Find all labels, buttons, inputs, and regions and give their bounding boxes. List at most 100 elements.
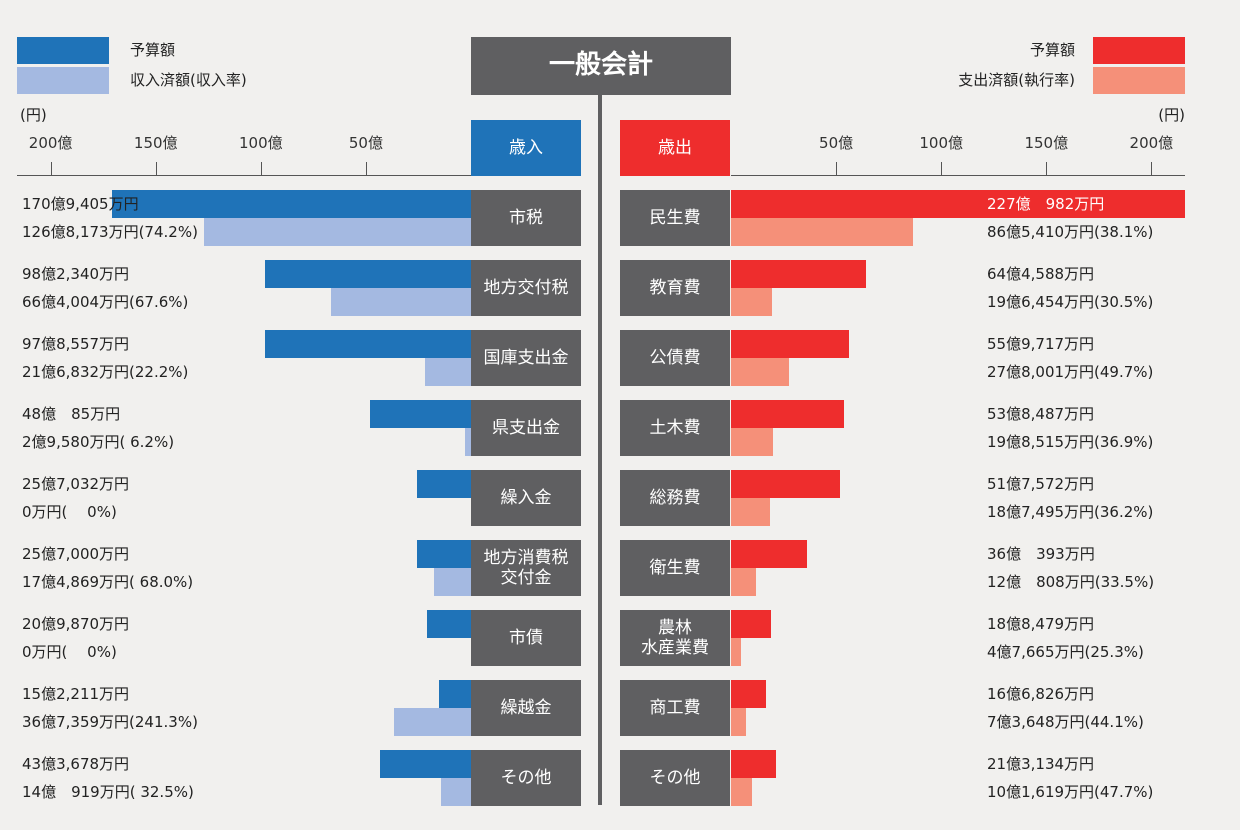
category-label: 農林 水産業費 [620,610,730,666]
bar [731,568,757,596]
x-tick-label: 100億 [919,134,963,152]
value-label: 4億7,665万円(25.3%) [987,643,1144,661]
bar [731,708,747,736]
x-tick-label: 150億 [1024,134,1069,152]
tick-mark [941,162,943,176]
bar [731,428,773,456]
bar [331,288,471,316]
bar [731,358,790,386]
bar [731,288,773,316]
category-label: 民生費 [620,190,730,246]
category-label: 教育費 [620,260,730,316]
x-tick-label: 150億 [133,134,178,152]
value-label: 14億 919万円( 32.5%) [22,783,194,801]
value-label: 20億9,870万円 [22,615,130,633]
value-label: 0万円( 0%) [22,503,117,521]
bar [111,190,471,218]
bar [464,428,471,456]
legend-label: 収入済額(収入率) [130,71,247,89]
value-label: 0万円( 0%) [22,643,117,661]
tick-mark [260,162,262,176]
bar [416,540,471,568]
bar [370,400,471,428]
bar [393,708,471,736]
bar [204,218,471,246]
x-tick-label: 200億 [28,134,73,152]
tick-mark [155,162,157,176]
x-tick-label: 100億 [238,134,283,152]
bar [731,680,767,708]
unit-label: (円) [1158,106,1185,124]
value-label: 55億9,717万円 [987,335,1095,353]
category-label: 土木費 [620,400,730,456]
value-label: 17億4,869万円( 68.0%) [22,573,194,591]
category-label: 市債 [471,610,581,666]
title: 一般会計 [471,37,731,95]
value-label: 25億7,032万円 [22,475,130,493]
value-label: 227億 982万円 [987,195,1105,213]
divider [598,95,602,805]
value-label: 51億7,572万円 [987,475,1095,493]
category-label: 県支出金 [471,400,581,456]
x-tick-label: 200億 [1129,134,1174,152]
bar [439,680,471,708]
value-label: 7億3,648万円(44.1%) [987,713,1144,731]
axis-line [731,175,1185,176]
value-label: 10億1,619万円(47.7%) [987,783,1154,801]
bar [731,610,771,638]
value-label: 21億3,134万円 [987,755,1095,773]
value-label: 12億 808万円(33.5%) [987,573,1155,591]
bar [731,470,840,498]
value-label: 43億3,678万円 [22,755,130,773]
value-label: 16億6,826万円 [987,685,1095,703]
bar [264,260,471,288]
legend-label: 予算額 [130,41,176,59]
category-label: 国庫支出金 [471,330,581,386]
bar-area [17,0,471,830]
value-label: 170億9,405万円 [22,195,139,213]
value-label: 97億8,557万円 [22,335,130,353]
value-label: 27億8,001万円(49.7%) [987,363,1154,381]
panel-header: 歳出 [620,120,730,176]
category-label: 市税 [471,190,581,246]
value-label: 66億4,004万円(67.6%) [22,293,189,311]
x-tick-label: 50億 [348,134,383,152]
bar [731,638,742,666]
category-label: 地方交付税 [471,260,581,316]
bar [265,330,471,358]
legend-swatch [17,37,109,64]
unit-label: (円) [20,106,47,124]
bar [441,778,471,806]
value-label: 21億6,832万円(22.2%) [22,363,189,381]
value-label: 64億4,588万円 [987,265,1095,283]
category-label: 公債費 [620,330,730,386]
legend-swatch [17,67,109,94]
bar [731,218,913,246]
category-label: 総務費 [620,470,730,526]
bar [731,498,771,526]
bar [379,750,471,778]
value-label: 2億9,580万円( 6.2%) [22,433,175,451]
value-label: 98億2,340万円 [22,265,130,283]
value-label: 53億8,487万円 [987,405,1095,423]
value-label: 19億8,515万円(36.9%) [987,433,1154,451]
tick-mark [1151,162,1153,176]
tick-mark [50,162,52,176]
category-label: 衛生費 [620,540,730,596]
value-label: 15億2,211万円 [22,685,130,703]
value-label: 48億 85万円 [22,405,121,423]
bar-area [731,0,1185,830]
bar [731,190,1185,218]
x-tick-label: 50億 [819,134,854,152]
value-label: 18億8,479万円 [987,615,1095,633]
panel-header: 歳入 [471,120,581,176]
category-label: 繰入金 [471,470,581,526]
value-label: 86億5,410万円(38.1%) [987,223,1154,241]
bar [416,470,471,498]
bar [731,400,845,428]
legend-swatch [1093,37,1185,64]
category-label: 商工費 [620,680,730,736]
bar [731,540,807,568]
bar [731,260,867,288]
